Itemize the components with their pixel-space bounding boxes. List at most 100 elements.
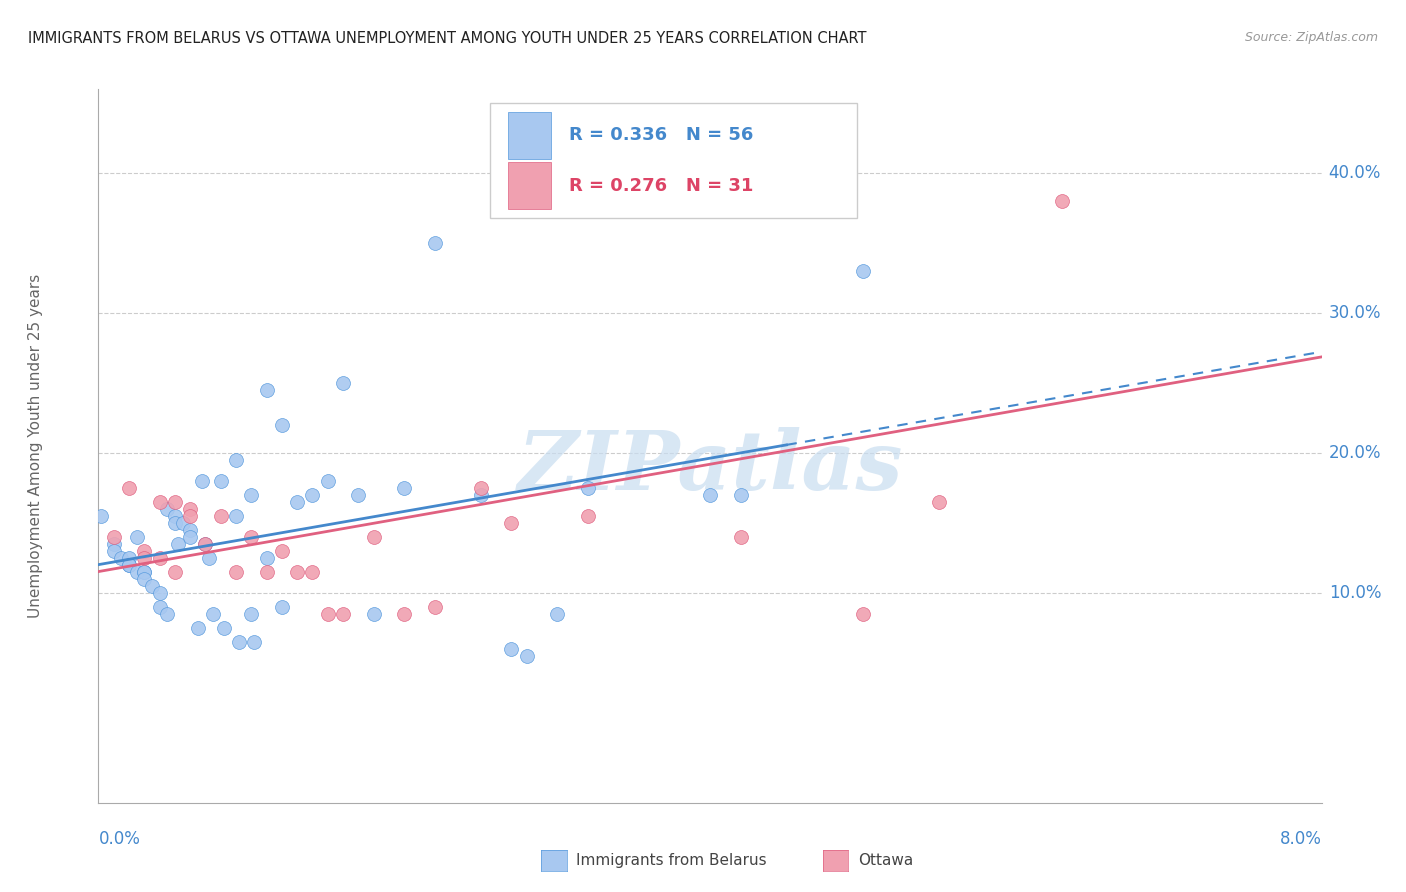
Point [423, 599, 446, 614]
Text: Unemployment Among Youth under 25 years: Unemployment Among Youth under 25 years [28, 274, 42, 618]
Point [256, 565, 278, 579]
Point [103, 530, 125, 544]
Point [110, 550, 132, 565]
Point [134, 544, 156, 558]
Point [316, 474, 339, 488]
Point [516, 648, 538, 663]
Point [392, 607, 416, 621]
Point [225, 508, 247, 523]
Point [852, 607, 875, 621]
Point [501, 641, 523, 656]
Point [228, 635, 250, 649]
Point [1050, 194, 1073, 208]
Point [392, 481, 416, 495]
Point [118, 558, 141, 572]
Point [270, 599, 294, 614]
Point [668, 152, 690, 166]
Point [730, 530, 752, 544]
Point [256, 383, 278, 397]
Text: ZIPatlas: ZIPatlas [517, 427, 903, 508]
Point [270, 544, 294, 558]
Text: 0.0%: 0.0% [98, 830, 141, 847]
Point [225, 453, 247, 467]
Point [163, 565, 186, 579]
Point [141, 579, 163, 593]
Point [240, 607, 263, 621]
Point [118, 550, 141, 565]
Point [197, 550, 219, 565]
Point [202, 607, 225, 621]
FancyBboxPatch shape [508, 112, 551, 159]
Point [179, 502, 201, 516]
Point [363, 607, 385, 621]
Point [134, 572, 156, 586]
Point [730, 488, 752, 502]
Point [156, 502, 179, 516]
Point [928, 495, 950, 509]
Point [103, 544, 125, 558]
Point [103, 537, 125, 551]
Point [423, 236, 446, 251]
Point [363, 530, 385, 544]
Text: 20.0%: 20.0% [1329, 444, 1381, 462]
Point [156, 607, 179, 621]
Point [225, 565, 247, 579]
Point [209, 508, 232, 523]
Point [179, 530, 201, 544]
Point [194, 537, 217, 551]
Point [576, 508, 599, 523]
Point [172, 516, 194, 530]
Point [209, 474, 232, 488]
Text: 40.0%: 40.0% [1329, 164, 1381, 182]
Point [191, 474, 214, 488]
Point [163, 508, 186, 523]
Point [149, 550, 172, 565]
Point [167, 537, 190, 551]
Point [179, 508, 201, 523]
Point [163, 495, 186, 509]
Point [194, 537, 217, 551]
Point [90, 508, 112, 523]
Text: Ottawa: Ottawa [858, 854, 912, 868]
FancyBboxPatch shape [508, 162, 551, 209]
Point [118, 481, 141, 495]
Point [118, 558, 141, 572]
Point [212, 621, 235, 635]
Point [240, 530, 263, 544]
Point [576, 481, 599, 495]
FancyBboxPatch shape [489, 103, 856, 218]
Point [270, 417, 294, 432]
Point [187, 621, 209, 635]
Point [301, 565, 323, 579]
Point [125, 530, 148, 544]
Point [125, 565, 148, 579]
Point [347, 488, 370, 502]
Point [301, 488, 323, 502]
Point [149, 599, 172, 614]
Text: R = 0.336   N = 56: R = 0.336 N = 56 [569, 127, 754, 145]
Text: IMMIGRANTS FROM BELARUS VS OTTAWA UNEMPLOYMENT AMONG YOUTH UNDER 25 YEARS CORREL: IMMIGRANTS FROM BELARUS VS OTTAWA UNEMPL… [28, 31, 866, 46]
Text: Immigrants from Belarus: Immigrants from Belarus [576, 854, 768, 868]
Point [501, 516, 523, 530]
Point [149, 586, 172, 600]
Point [134, 565, 156, 579]
Point [699, 488, 721, 502]
Point [852, 264, 875, 278]
Point [332, 607, 354, 621]
Point [179, 523, 201, 537]
Text: 10.0%: 10.0% [1329, 584, 1381, 602]
Point [134, 565, 156, 579]
Point [470, 481, 492, 495]
Point [240, 488, 263, 502]
Text: 8.0%: 8.0% [1279, 830, 1322, 847]
Point [149, 495, 172, 509]
Text: 30.0%: 30.0% [1329, 304, 1381, 322]
Point [243, 635, 266, 649]
Point [134, 550, 156, 565]
Point [285, 495, 308, 509]
Point [285, 565, 308, 579]
Point [316, 607, 339, 621]
Point [546, 607, 568, 621]
Point [332, 376, 354, 390]
Text: R = 0.276   N = 31: R = 0.276 N = 31 [569, 177, 754, 194]
